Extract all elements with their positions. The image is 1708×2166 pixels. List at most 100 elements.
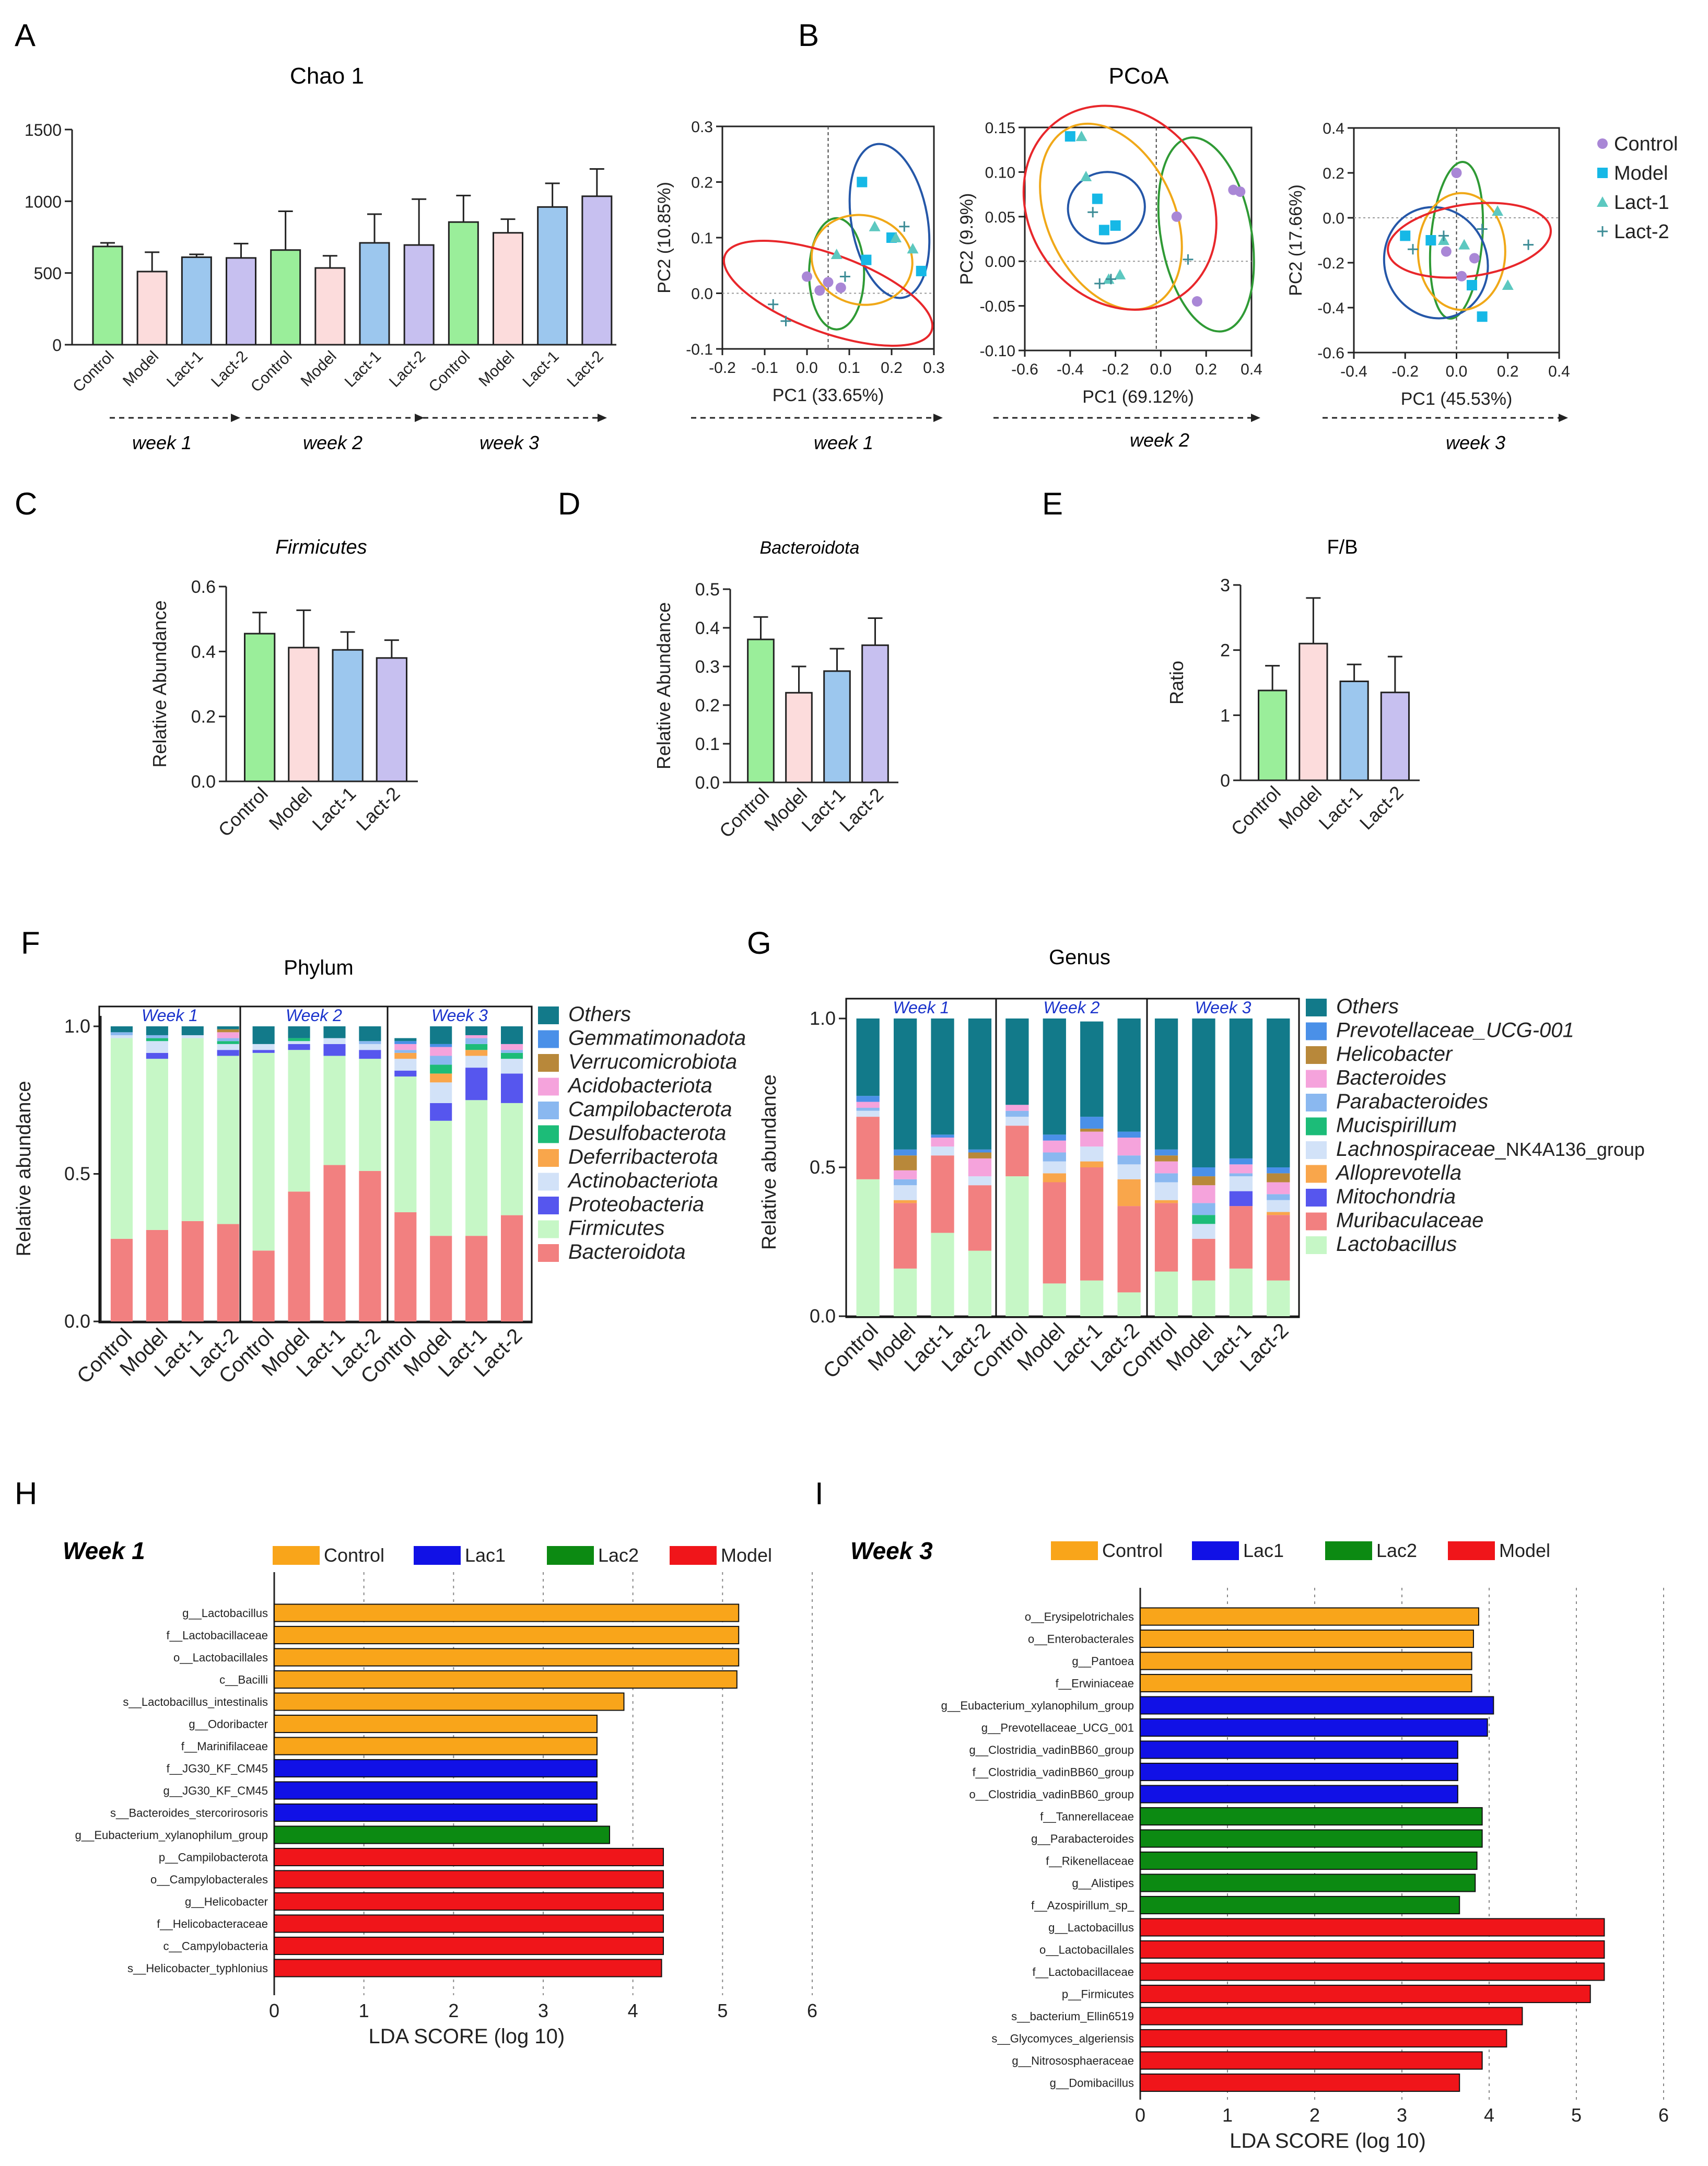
lda-bar [274,1625,740,1645]
y-tick-label: 0 [1220,771,1230,791]
legend-swatch [1306,1141,1327,1159]
stack-segment [1267,1194,1290,1200]
stack-segment [968,1250,992,1316]
legend-label: Gemmatimonadota [568,1027,746,1050]
stack-segment [146,1230,168,1321]
lda-bar-label: g__Clostridia_vadinBB60_group [969,1743,1134,1757]
y-tick-label: 0.4 [191,642,216,662]
stack-segment [288,1026,310,1038]
stack-segment [856,1110,880,1117]
bar [537,206,568,346]
week-label-a-2: week 2 [303,432,362,453]
bar [1339,681,1369,781]
panel-title-h: Week 1 [63,1537,145,1564]
week-label-b-3: week 3 [1446,432,1505,453]
legend-swatch [670,1546,717,1565]
stack-segment [110,1038,133,1239]
stack-segment [217,1029,239,1033]
lda-bar [1140,1940,1605,1959]
stack-segment [1154,1200,1178,1203]
stack-segment [1229,1164,1253,1174]
stack-segment [931,1018,954,1135]
stack-segment [1043,1283,1066,1316]
stack-segment [430,1236,452,1321]
legend-swatch [1306,1117,1327,1135]
stack-segment [1080,1280,1104,1316]
stack-segment [856,1096,880,1102]
legend-label: Control [324,1544,384,1566]
stack-segment [1154,1018,1178,1150]
x-tick-label: 0.4 [1241,361,1262,378]
y-tick-label: 0.2 [691,174,713,192]
x-tick-label: 2 [448,2000,459,2021]
stack-segment [288,1191,310,1321]
stack-segment [110,1238,133,1321]
point-lact1 [1458,239,1470,250]
stack-segment [1267,1215,1290,1281]
x-tick-label: 5 [717,2000,728,2021]
x-axis-label: PC1 (33.65%) [773,385,884,405]
y-axis-label: Relative Abundance [149,600,170,767]
stack-segment [1043,1173,1066,1182]
point-model [857,177,868,188]
bar [581,195,613,346]
lda-bar [274,1781,598,1800]
panel-letter-h: H [15,1476,37,1511]
legend-label: Campilobacterota [568,1098,732,1121]
y-tick-label: 0.05 [985,209,1015,226]
ellipse-lact-1 [1039,122,1183,311]
stack-segment [1192,1185,1215,1203]
stack-segment [500,1103,523,1215]
stack-segment [893,1200,917,1203]
legend-label: Verrucomicrobiota [568,1050,737,1073]
stack-segment [1154,1182,1178,1200]
legend-swatch [1306,1189,1327,1207]
y-tick-label: 0.0 [810,1305,836,1327]
stack-segment [893,1170,917,1179]
stack-segment [465,1056,488,1068]
stack-segment [1267,1182,1290,1195]
stack-segment [430,1064,452,1074]
y-tick-label: 0.4 [1323,120,1344,137]
bar [861,644,889,783]
ellipse-model [848,143,931,299]
stack-segment [359,1059,381,1171]
y-tick-label: -0.10 [980,343,1015,360]
y-tick-label: 0.5 [810,1156,836,1178]
legend-swatch [538,1197,559,1214]
stack-segment [1229,1158,1253,1165]
point-lact1 [830,248,843,259]
stack-segment [1267,1280,1290,1316]
point-lact1 [907,243,919,254]
legend-swatch [1306,1236,1327,1254]
legend-label: Alloprevotella [1335,1162,1461,1185]
stack-segment [1192,1224,1215,1239]
panel-letter-f: F [21,926,40,961]
stack-segment [217,1032,239,1038]
stack-segment [893,1149,917,1156]
stack-segment [1192,1238,1215,1281]
lda-bar-label: g__JG30_KF_CM45 [163,1784,268,1797]
point-control [823,277,834,288]
x-tick-label: 0 [269,2000,279,2021]
stack-segment [968,1018,992,1150]
y-axis-label: Ratio [1166,661,1187,705]
stack-segment [1080,1128,1104,1132]
stack-segment [1005,1018,1029,1105]
stack-segment [394,1052,417,1059]
point-control [1191,296,1202,307]
legend-swatch [1306,1046,1327,1064]
point-control [814,285,825,296]
y-axis-label: Relative Abundance [653,602,674,769]
panel-letter-d: D [558,486,580,521]
stack-segment [1154,1203,1178,1272]
lda-bar-label: s__Helicobacter_typhlonius [127,1962,268,1975]
legend-label: Lachnospiraceae_NK4A136_group [1336,1138,1645,1161]
stack-segment [1154,1155,1178,1162]
y-tick-label: -0.6 [1317,345,1344,362]
ellipse-lact-1 [1417,192,1506,311]
stack-segment [893,1268,917,1316]
stack-segment [1154,1271,1178,1316]
lda-bar-label: g__Prevotellaceae_UCG_001 [981,1722,1134,1735]
point-model [1064,131,1075,142]
